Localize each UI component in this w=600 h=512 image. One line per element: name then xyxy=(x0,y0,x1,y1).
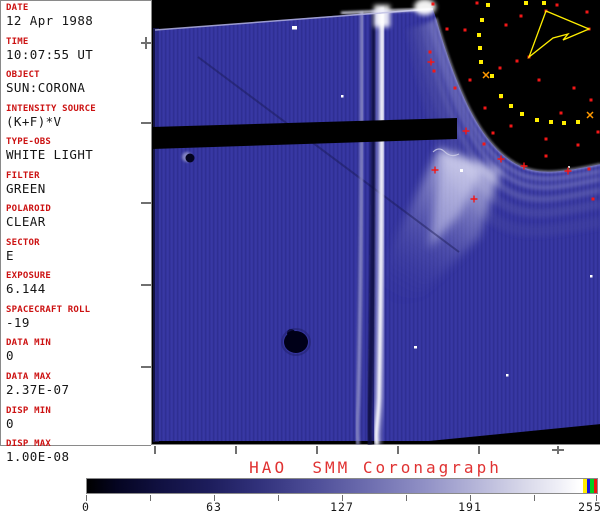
metadata-entry: DISP MAX 1.00E-08 xyxy=(1,437,151,471)
colorbar-tick xyxy=(278,495,279,501)
metadata-entry: EXPOSURE 6.144 xyxy=(1,269,151,303)
dust-spot xyxy=(182,152,311,356)
colorbar-end-stripe xyxy=(583,479,587,493)
metadata-value: -19 xyxy=(6,314,30,330)
pylon-streak xyxy=(355,5,390,445)
metadata-label: TYPE-OBS xyxy=(6,137,51,148)
metadata-label: SECTOR xyxy=(6,237,40,248)
metadata-value: 10:07:55 UT xyxy=(6,46,94,62)
metadata-value: 0 xyxy=(6,415,14,431)
colorbar-tick xyxy=(534,495,535,501)
metadata-label: DISP MIN xyxy=(6,405,51,416)
colorbar-tick xyxy=(214,495,215,501)
data-dropout-band xyxy=(152,118,457,149)
metadata-entry: DATA MAX 2.37E-07 xyxy=(1,370,151,404)
metadata-label: DATA MIN xyxy=(6,338,51,349)
colorbar-tick xyxy=(596,495,597,501)
metadata-value: GREEN xyxy=(6,180,46,196)
metadata-entry: POLAROID CLEAR xyxy=(1,202,151,236)
colorbar-tick xyxy=(406,495,407,501)
colorbar-tick xyxy=(470,495,471,501)
fiducial-tick xyxy=(397,446,399,454)
metadata-entry: TYPE-OBS WHITE LIGHT xyxy=(1,135,151,169)
metadata-value: (K+F)*V xyxy=(6,113,62,129)
metadata-value: 12 Apr 1988 xyxy=(6,13,94,28)
grayscale-colorbar xyxy=(86,478,598,494)
fiducial-tick xyxy=(141,202,151,204)
colorbar-label: 255 xyxy=(578,500,600,512)
constellation-polygon xyxy=(527,10,591,59)
image-canvas[interactable] xyxy=(151,0,600,445)
coronal-streamer xyxy=(371,148,501,307)
coronagraph-image xyxy=(152,0,600,445)
metadata-value: WHITE LIGHT xyxy=(6,147,94,163)
fiducial-tick xyxy=(154,446,156,454)
metadata-panel: DATE 12 Apr 1988 TIME 10:07:55 UT OBJECT… xyxy=(0,0,151,464)
metadata-label: POLAROID xyxy=(6,204,51,215)
colorbar-end-stripe xyxy=(587,479,590,493)
metadata-value: 2.37E-07 xyxy=(6,382,70,398)
display-frame: DATE 12 Apr 1988 TIME 10:07:55 UT OBJECT… xyxy=(0,0,600,464)
metadata-entry: OBJECT SUN:CORONA xyxy=(1,68,151,102)
metadata-label: INTENSITY SOURCE xyxy=(6,103,96,114)
colorbar-tick xyxy=(150,495,151,501)
metadata-label: TIME xyxy=(6,36,29,47)
colorbar-tick xyxy=(342,495,343,501)
fiducial-tick xyxy=(235,446,237,454)
metadata-entry: SPACECRAFT ROLL -19 xyxy=(1,303,151,337)
fiducial-tick xyxy=(141,122,151,124)
metadata-label: DISP MAX xyxy=(6,439,51,450)
caption-title: HAO SMM Coronagraph xyxy=(249,458,502,477)
colorbar-end-stripe xyxy=(594,479,597,493)
frame-top-edge xyxy=(154,0,436,31)
metadata-value: 1.00E-08 xyxy=(6,449,70,465)
colorbar-label: 127 xyxy=(330,500,354,512)
star-map-markers xyxy=(427,1,600,203)
metadata-entry: FILTER GREEN xyxy=(1,169,151,203)
occulter-region xyxy=(428,0,600,172)
metadata-entry: DISP MIN 0 xyxy=(1,404,151,438)
fiducial-tick xyxy=(316,446,318,454)
colorbar-tick xyxy=(86,495,87,501)
metadata-label: FILTER xyxy=(6,170,40,181)
metadata-entry: INTENSITY SOURCE (K+F)*V xyxy=(1,102,151,136)
metadata-label: DATA MAX xyxy=(6,372,51,383)
colorbar-label: 0 xyxy=(82,500,90,512)
metadata-value: 0 xyxy=(6,348,14,364)
metadata-label: EXPOSURE xyxy=(6,271,51,282)
metadata-value: E xyxy=(6,247,14,263)
metadata-label: SPACECRAFT ROLL xyxy=(6,304,91,315)
fiducial-tick xyxy=(552,449,564,451)
colorbar-end-stripe xyxy=(590,479,594,493)
fiducial-tick xyxy=(478,446,480,454)
star-specks xyxy=(292,26,593,377)
metadata-entry: DATA MIN 0 xyxy=(1,336,151,370)
metadata-entry: SECTOR E xyxy=(1,236,151,270)
metadata-value: SUN:CORONA xyxy=(6,80,86,96)
metadata-value: CLEAR xyxy=(6,214,46,230)
metadata-label: DATE xyxy=(6,3,29,13)
colorbar-label: 191 xyxy=(458,500,482,512)
diagonal-artifact xyxy=(197,56,460,253)
fiducial-tick xyxy=(141,284,151,286)
metadata-label: OBJECT xyxy=(6,70,40,81)
metadata-value: 6.144 xyxy=(6,281,46,297)
metadata-entry: TIME 10:07:55 UT xyxy=(1,35,151,69)
colorbar-label: 63 xyxy=(206,500,222,512)
fiducial-tick xyxy=(145,37,147,49)
fiducial-tick xyxy=(141,366,151,368)
metadata-entry: DATE 12 Apr 1988 xyxy=(1,1,151,35)
